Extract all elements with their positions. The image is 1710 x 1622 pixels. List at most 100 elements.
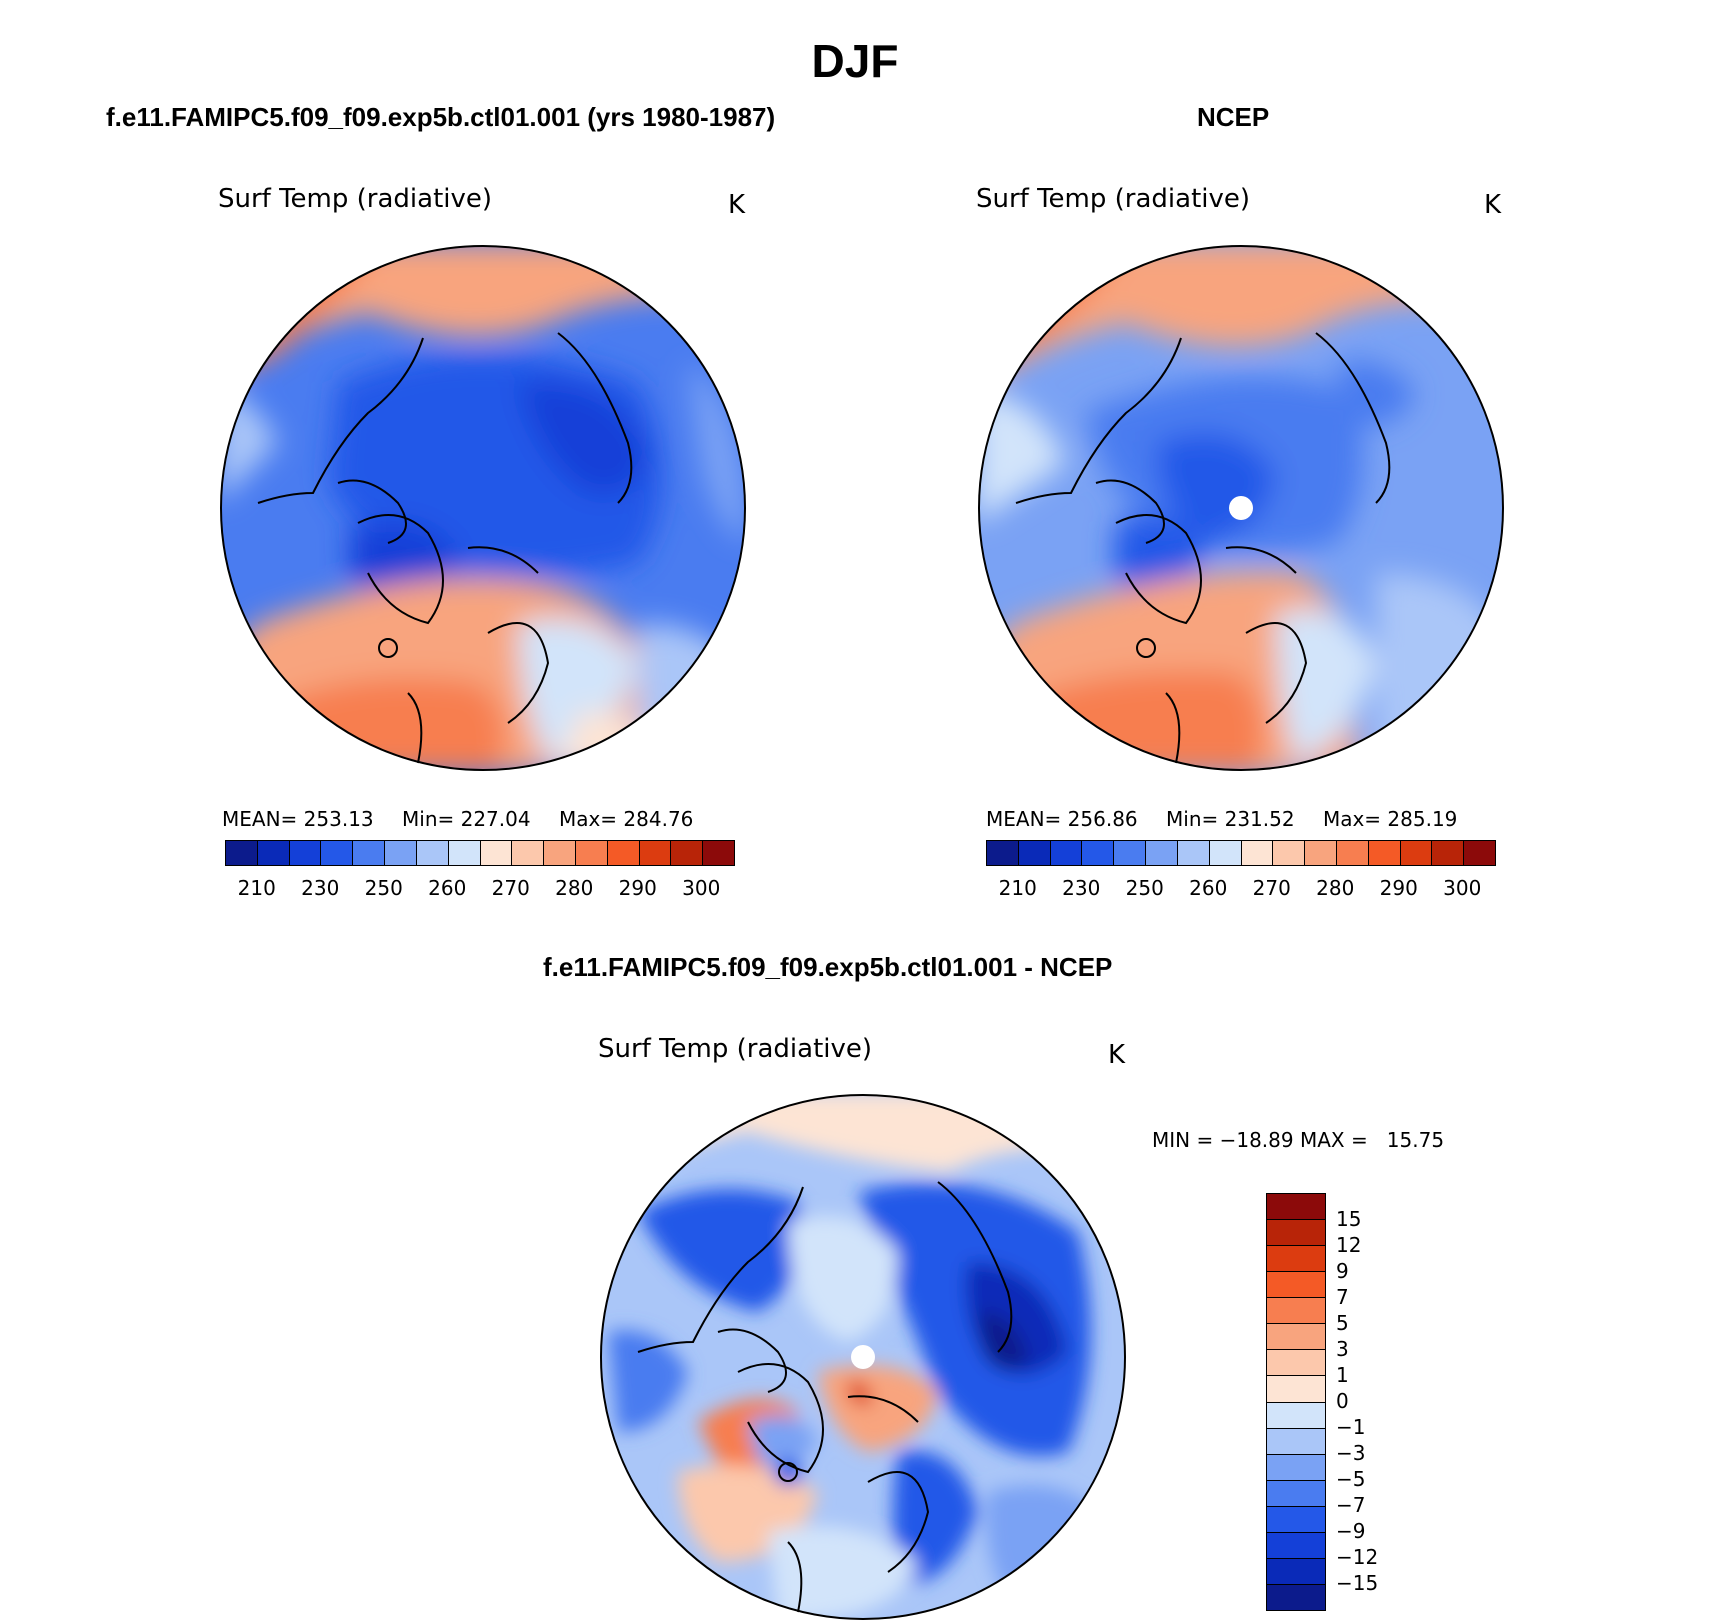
diff-colorbar-swatch [1267, 1480, 1325, 1507]
diff-minmax: MIN = −18.89 MAX = 15.75 [1152, 1128, 1445, 1152]
panel-2-colorbar-tick-label: 270 [1252, 876, 1291, 900]
panel-1-stats: MEAN= 253.13 Min= 227.04 Max= 284.76 [222, 807, 693, 831]
panel-1-colorbar-swatch [448, 841, 481, 865]
panel-1-colorbar-swatch [512, 841, 545, 865]
panel-1-max-value: 284.76 [623, 807, 694, 831]
diff-colorbar [1266, 1193, 1326, 1611]
panel-2-colorbar-swatch [1305, 841, 1337, 865]
diff-colorbar-swatch [1267, 1324, 1325, 1351]
panel-1-colorbar-swatch [226, 841, 258, 865]
panel-2-coastlines [1015, 332, 1391, 764]
panel-2-colorbar-swatch [1400, 841, 1433, 865]
diff-colorbar-swatch [1267, 1350, 1325, 1377]
panel-1-colorbar [225, 840, 735, 866]
diff-colorbar-swatch [1267, 1194, 1325, 1221]
diff-colorbar-tick-label: 5 [1336, 1311, 1349, 1335]
panel-2-max-label: Max= [1322, 807, 1382, 831]
panel-1-min-value: 227.04 [460, 807, 531, 831]
diff-colorbar-swatch [1267, 1428, 1325, 1455]
diff-colorbar-tick-label: −12 [1336, 1545, 1379, 1569]
diff-colorbar-ticks: 15 12 9 7 5 3 1 0 −1 −3 −5 −7 −9 −12 −15 [1336, 1193, 1396, 1609]
panel-2-pole-hole [1229, 496, 1253, 520]
diff-colorbar-swatch [1267, 1454, 1325, 1481]
panel-1-colorbar-tick-label: 230 [301, 876, 340, 900]
panel-1-units-label: K [728, 190, 746, 220]
panel-1-colorbar-swatch [321, 841, 354, 865]
diff-colorbar-tick-label: −3 [1336, 1441, 1366, 1465]
panel-1-colorbar-swatch [575, 841, 608, 865]
panel-2-variable-label: Surf Temp (radiative) [976, 184, 1251, 214]
diff-colorbar-swatch [1267, 1506, 1325, 1533]
panel-1-colorbar-swatch [480, 841, 513, 865]
diff-units-label: K [1108, 1040, 1126, 1070]
panel-1-colorbar-swatch [289, 841, 322, 865]
panel-2-colorbar-swatch [1368, 841, 1401, 865]
panel-2-colorbar-swatch [1050, 841, 1083, 865]
diff-colorbar-swatch [1267, 1220, 1325, 1247]
panel-1-colorbar-tick-label: 210 [237, 876, 276, 900]
panel-2-stats: MEAN= 256.86 Min= 231.52 Max= 285.19 [986, 807, 1457, 831]
diff-colorbar-tick-label: −5 [1336, 1467, 1366, 1491]
diff-colorbar-tick-label: −7 [1336, 1493, 1366, 1517]
diff-colorbar-tick-label: −1 [1336, 1415, 1366, 1439]
panel-1-mean-value: 253.13 [303, 807, 374, 831]
panel-2-max-value: 285.19 [1387, 807, 1458, 831]
panel-2-colorbar-swatch [1336, 841, 1369, 865]
panel-2-colorbar-swatch [1241, 841, 1274, 865]
panel-2-colorbar-tick-label: 230 [1062, 876, 1101, 900]
panel-1-case-title: f.e11.FAMIPC5.f09_f09.exp5b.ctl01.001 (y… [106, 102, 776, 132]
diff-colorbar-swatch [1267, 1532, 1325, 1559]
panel-2-colorbar-tick-label: 300 [1443, 876, 1482, 900]
diff-colorbar-tick-label: 12 [1336, 1233, 1362, 1257]
panel-1-colorbar-tick-label: 300 [682, 876, 721, 900]
panel-2-colorbar-swatch [1209, 841, 1242, 865]
panel-1-mean-label: MEAN= [222, 807, 298, 831]
panel-2-mean-label: MEAN= [986, 807, 1062, 831]
panel-1-colorbar-tick-label: 270 [491, 876, 530, 900]
diff-pole-hole [851, 1345, 875, 1369]
panel-2-mean-value: 256.86 [1067, 807, 1138, 831]
panel-2-colorbar-tick-label: 280 [1316, 876, 1355, 900]
panel-2-colorbar-swatch [1146, 841, 1178, 865]
panel-2-colorbar [986, 840, 1496, 866]
panel-1-coastlines [257, 332, 633, 764]
panel-2-colorbar-tick-label: 290 [1379, 876, 1418, 900]
diff-colorbar-swatch [1267, 1246, 1325, 1273]
panel-2-map-border [978, 245, 1504, 771]
diff-colorbar-tick-label: 15 [1336, 1207, 1362, 1231]
diff-colorbar-swatch [1267, 1558, 1325, 1585]
panel-2-colorbar-swatch [1432, 841, 1465, 865]
panel-2-units-label: K [1484, 190, 1502, 220]
panel-2-colorbar-tick-label: 250 [1125, 876, 1164, 900]
panel-1-colorbar-swatch [639, 841, 672, 865]
panel-1-max-label: Max= [558, 807, 618, 831]
panel-2-colorbar-swatch [1082, 841, 1115, 865]
diff-colorbar-tick-label: 9 [1336, 1259, 1349, 1283]
diff-colorbar-swatch [1267, 1376, 1325, 1403]
panel-1-map-border [220, 245, 746, 771]
panel-1-colorbar-tick-label: 260 [428, 876, 467, 900]
panel-2-colorbar-swatch [1114, 841, 1147, 865]
diff-polar-map [600, 1094, 1126, 1620]
panel-1-colorbar-swatch [544, 841, 576, 865]
panel-1-colorbar-tick-label: 250 [364, 876, 403, 900]
panel-2-colorbar-swatch [1464, 841, 1495, 865]
panel-2-colorbar-tick-label: 210 [998, 876, 1037, 900]
page-title: DJF [811, 35, 899, 87]
panel-2-min-value: 231.52 [1224, 807, 1295, 831]
panel-1-colorbar-tick-label: 280 [555, 876, 594, 900]
panel-1-colorbar-swatch [257, 841, 290, 865]
panel-1-colorbar-ticks: 210 230 250 260 270 280 290 300 [225, 876, 733, 902]
panel-2-case-title: NCEP [1197, 102, 1270, 132]
panel-1-colorbar-swatch [416, 841, 449, 865]
diff-colorbar-tick-label: 3 [1336, 1337, 1349, 1361]
diff-case-title: f.e11.FAMIPC5.f09_f09.exp5b.ctl01.001 - … [543, 952, 1113, 982]
diff-variable-label: Surf Temp (radiative) [598, 1034, 873, 1064]
panel-2-colorbar-swatch [1273, 841, 1306, 865]
diff-colorbar-tick-label: 7 [1336, 1285, 1349, 1309]
panel-1-min-label: Min= [402, 807, 455, 831]
panel-1-colorbar-tick-label: 290 [618, 876, 657, 900]
panel-2-min-label: Min= [1166, 807, 1219, 831]
panel-1-colorbar-swatch [607, 841, 640, 865]
panel-1-colorbar-swatch [385, 841, 417, 865]
